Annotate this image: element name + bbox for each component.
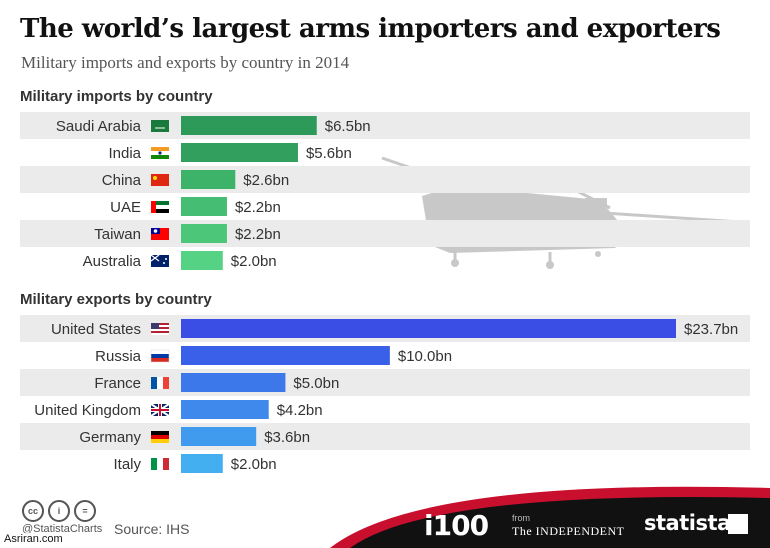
import-row: UAE $2.2bn — [110, 197, 281, 216]
independent-logo: The INDEPENDENT — [512, 524, 625, 538]
australia-flag — [150, 254, 169, 267]
export-value-label: $4.2bn — [277, 402, 323, 419]
row-background — [20, 423, 750, 450]
import-country-label: Australia — [83, 253, 142, 270]
import-country-label: Taiwan — [94, 226, 141, 243]
export-country-label: Germany — [79, 429, 141, 446]
india-flag — [151, 147, 169, 159]
import-bar — [181, 251, 223, 270]
import-bar — [181, 170, 236, 189]
usa-flag — [151, 323, 169, 335]
export-bar — [181, 346, 390, 365]
uk-flag — [150, 403, 170, 417]
statista-mark-icon — [728, 514, 748, 534]
import-bar — [181, 116, 317, 135]
export-bar — [181, 454, 223, 473]
from-text: from — [512, 513, 530, 523]
row-background — [20, 112, 750, 139]
export-country-label: Italy — [113, 456, 141, 473]
export-country-label: United States — [51, 321, 141, 338]
export-value-label: $10.0bn — [398, 348, 452, 365]
import-bar — [181, 197, 227, 216]
chart-title: The world’s largest arms importers and e… — [20, 14, 721, 44]
import-bar — [181, 143, 298, 162]
import-value-label: $5.6bn — [306, 145, 352, 162]
export-value-label: $2.0bn — [231, 456, 277, 473]
license-icons: cc i = — [22, 500, 96, 522]
export-country-label: United Kingdom — [34, 402, 141, 419]
import-row: Saudi Arabia $6.5bn — [20, 112, 750, 139]
exports-section-title: Military exports by country — [20, 291, 212, 308]
export-bar — [181, 427, 257, 446]
import-country-label: UAE — [110, 199, 141, 216]
row-background — [20, 166, 750, 193]
export-row: United States $23.7bn — [20, 315, 750, 342]
i100-logo: i100 — [424, 509, 489, 542]
imports-bars: Saudi Arabia $6.5bn India $5.6bn China $2.6bn… — [20, 112, 750, 270]
import-value-label: $6.5bn — [325, 118, 371, 135]
import-value-label: $2.2bn — [235, 199, 281, 216]
export-row: Russia $10.0bn — [95, 346, 452, 365]
chart-subtitle: Military imports and exports by country … — [21, 53, 350, 72]
taiwan-flag — [151, 228, 169, 240]
export-value-label: $5.0bn — [293, 375, 339, 392]
germany-flag — [151, 431, 169, 443]
twitter-handle: @StatistaCharts — [22, 523, 103, 535]
import-country-label: India — [108, 145, 141, 162]
creative-commons-icon: cc — [22, 500, 44, 522]
export-row: Germany $3.6bn — [20, 423, 750, 450]
watermark: Asriran.com — [2, 533, 65, 545]
china-flag — [151, 174, 169, 186]
export-country-label: France — [94, 375, 141, 392]
bar-chart: Saudi Arabia $6.5bn India $5.6bn China $2.6bn… — [20, 112, 750, 473]
italy-flag — [151, 458, 169, 470]
export-row: United Kingdom $4.2bn — [34, 400, 323, 419]
export-row: Italy $2.0bn — [113, 454, 277, 473]
export-bar — [181, 373, 286, 392]
imports-section-title: Military imports by country — [20, 88, 213, 105]
export-country-label: Russia — [95, 348, 142, 365]
import-value-label: $2.0bn — [231, 253, 277, 270]
import-country-label: China — [102, 172, 142, 189]
import-row: China $2.6bn — [20, 166, 750, 193]
attribution-icon: i — [48, 500, 70, 522]
statista-logo: statista — [644, 511, 731, 535]
saudi-arabia-flag — [151, 120, 169, 132]
exports-bars: United States $23.7bn Russia $10.0bn France $… — [20, 315, 750, 473]
export-value-label: $23.7bn — [684, 321, 738, 338]
row-background — [20, 220, 750, 247]
import-row: Taiwan $2.2bn — [20, 220, 750, 247]
import-bar — [181, 224, 227, 243]
import-value-label: $2.2bn — [235, 226, 281, 243]
source-note: Source: IHS — [114, 521, 190, 537]
export-value-label: $3.6bn — [264, 429, 310, 446]
i100-text: i100 — [424, 509, 489, 542]
france-flag — [151, 377, 169, 389]
no-derivatives-icon: = — [74, 500, 96, 522]
import-value-label: $2.6bn — [243, 172, 289, 189]
import-row: India $5.6bn — [108, 143, 352, 162]
export-bar — [181, 319, 676, 338]
export-bar — [181, 400, 269, 419]
row-background — [20, 369, 750, 396]
export-row: France $5.0bn — [20, 369, 750, 396]
import-row: Australia $2.0bn — [83, 251, 277, 270]
import-country-label: Saudi Arabia — [56, 118, 142, 135]
uae-flag — [151, 201, 169, 213]
russia-flag — [150, 349, 170, 363]
